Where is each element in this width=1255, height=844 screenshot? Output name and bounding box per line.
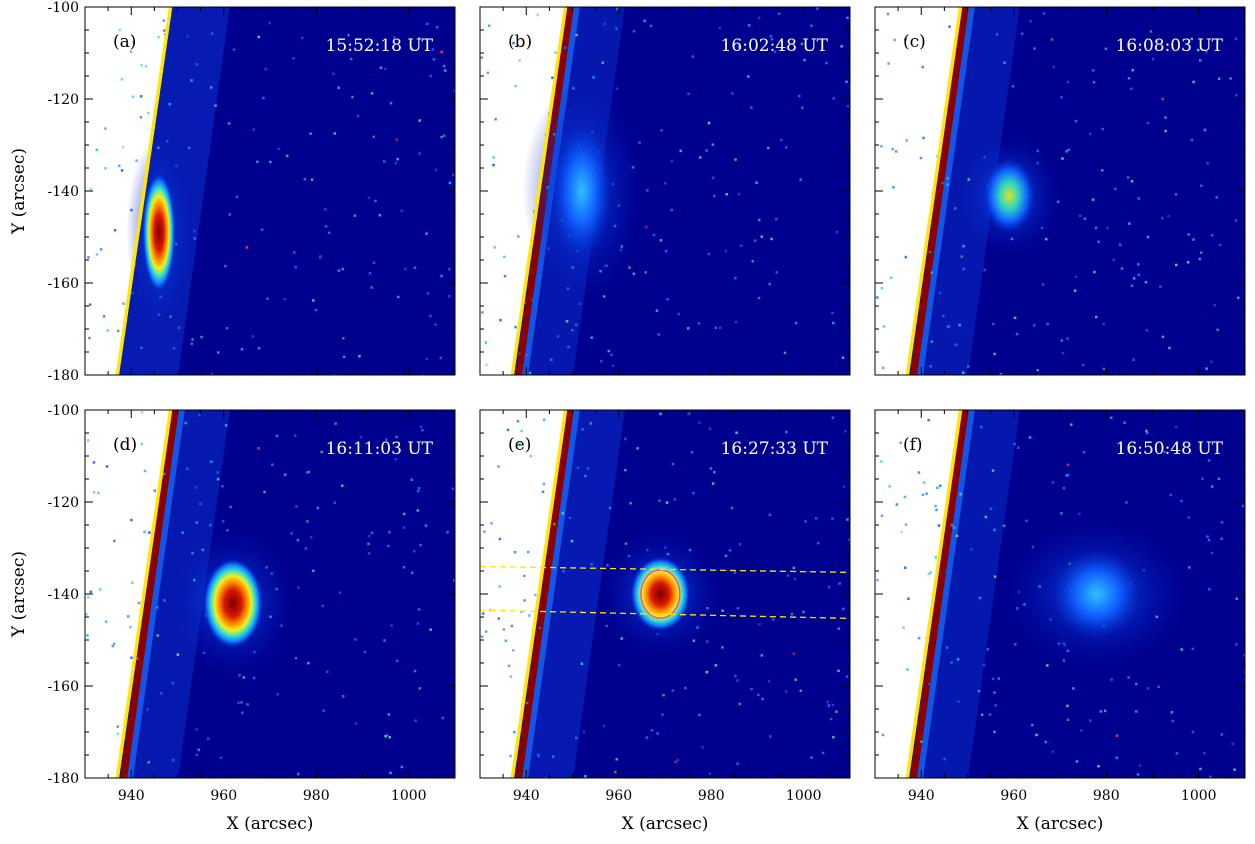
panel-e: (e) 16:27:33 UT 940 960 980 1000 X (arcsec): [479, 409, 851, 834]
timestamp: 16:08:03 UT: [1116, 36, 1224, 56]
limb-line: [115, 7, 173, 375]
panel-a: (a) 15:52:18 UT -100 -120 -140 -160 -180 Y (arc…: [9, 0, 456, 384]
y-tick-label: -160: [48, 679, 79, 695]
brightening-kernel: [630, 557, 690, 631]
panel-b: (b) 16:02:48 UT: [479, 6, 851, 376]
y-tick-label: -180: [48, 771, 79, 787]
x-axis-label: X (arcsec): [227, 814, 314, 834]
y-tick-label: -120: [48, 495, 79, 511]
y-tick-label: -100: [48, 0, 79, 16]
x-axis-label: X (arcsec): [622, 814, 709, 834]
limb-line: [905, 7, 963, 375]
x-tick-label: 960: [605, 788, 632, 804]
panel-label: (a): [113, 32, 136, 52]
limb-line: [905, 410, 963, 778]
panel-label: (b): [508, 32, 532, 52]
panel-image: [85, 410, 455, 778]
brightening-kernel: [142, 173, 176, 292]
x-tick-label: 940: [513, 788, 540, 804]
y-tick-label: -120: [48, 92, 79, 108]
x-tick-label: 940: [908, 788, 935, 804]
noise-speckles: [85, 411, 455, 776]
limb-band-edge: [917, 7, 975, 375]
slit-boundary-2: [480, 609, 850, 620]
x-tick-label: 1000: [1181, 788, 1217, 804]
noise-speckles: [480, 412, 850, 778]
limb-line: [510, 7, 568, 375]
panel-grid: (a) 15:52:18 UT -100 -120 -140 -160 -180 Y (arc…: [9, 0, 1246, 834]
panel-image: [875, 7, 1245, 375]
axis-ticks: [874, 409, 1246, 779]
x-tick-label: 940: [118, 788, 145, 804]
timestamp: 16:02:48 UT: [721, 36, 829, 56]
panel-image: [85, 7, 455, 375]
limb-line: [115, 410, 173, 778]
panel-image: [480, 410, 850, 778]
limb-band: [910, 7, 969, 375]
x-tick-label: 980: [698, 788, 725, 804]
limb-band-edge: [917, 410, 975, 778]
panel-label: (d): [113, 435, 137, 455]
y-tick-label: -140: [48, 184, 79, 200]
timestamp: 15:52:18 UT: [326, 36, 434, 56]
limb-band: [910, 410, 969, 778]
noise-speckles: [876, 416, 1245, 778]
timestamp: 16:11:03 UT: [326, 439, 434, 459]
limb-band: [120, 410, 179, 778]
x-tick-label: 980: [1093, 788, 1120, 804]
timestamp: 16:27:33 UT: [721, 439, 829, 459]
brightening-kernel: [203, 559, 263, 648]
y-tick-label: -140: [48, 587, 79, 603]
brightening-kernel: [1052, 549, 1142, 639]
y-tick-label: -100: [48, 403, 79, 419]
axis-ticks: [84, 409, 456, 779]
panel-label: (c): [903, 32, 926, 52]
axis-ticks: [874, 6, 1246, 376]
y-tick-label: -180: [48, 368, 79, 384]
axis-ticks: [84, 6, 456, 376]
panel-image: [480, 7, 850, 375]
y-tick-label: -160: [48, 276, 79, 292]
x-tick-label: 980: [303, 788, 330, 804]
axis-ticks: [479, 409, 851, 779]
brightening-kernel: [983, 158, 1036, 233]
limb-haze: [118, 410, 230, 778]
x-tick-label: 1000: [391, 788, 427, 804]
panel-d: (d) 16:11:03 UT -100 -120 -140 -160 -180 Y (arc…: [9, 403, 456, 834]
x-tick-label: 960: [210, 788, 237, 804]
panel-label: (f): [903, 435, 923, 455]
limb-band-edge: [127, 410, 185, 778]
limb-line: [510, 410, 568, 778]
panel-f: (f) 16:50:48 UT 940 960 980 1000 X (arcsec): [874, 409, 1246, 834]
axis-ticks: [479, 6, 851, 376]
x-tick-label: 960: [1000, 788, 1027, 804]
panel-image: [875, 410, 1245, 778]
x-axis-label: X (arcsec): [1017, 814, 1104, 834]
limb-band-edge: [522, 410, 580, 778]
panel-label: (e): [508, 435, 531, 455]
y-axis-label: Y (arcsec): [9, 148, 29, 235]
panel-c: (c) 16:08:03 UT: [874, 6, 1246, 376]
timestamp: 16:50:48 UT: [1116, 439, 1224, 459]
y-axis-label: Y (arcsec): [9, 551, 29, 638]
x-tick-label: 1000: [786, 788, 822, 804]
limb-band: [515, 410, 574, 778]
brightening-kernel: [552, 124, 612, 258]
